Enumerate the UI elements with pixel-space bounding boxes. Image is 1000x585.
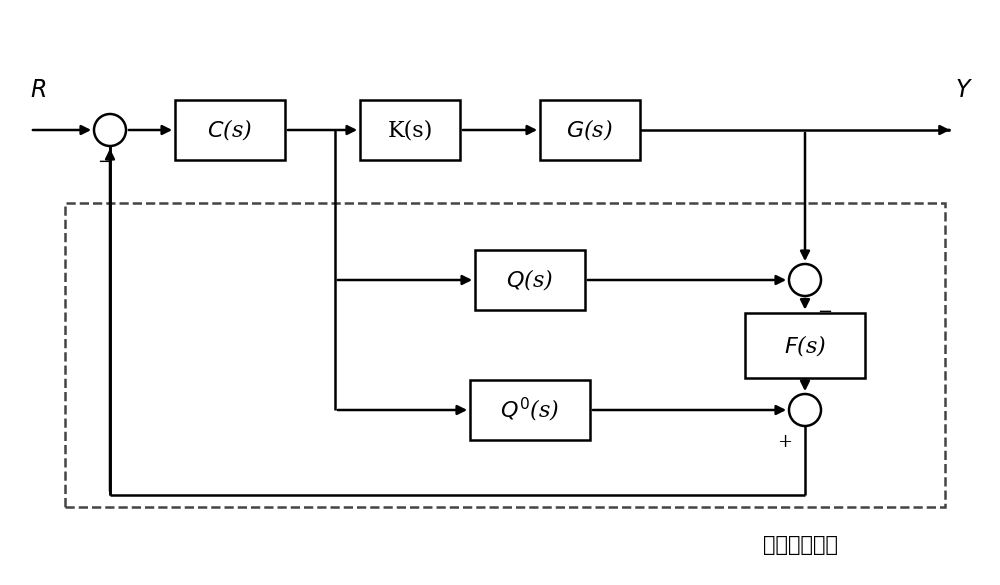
- Text: $G$(s): $G$(s): [566, 118, 614, 143]
- FancyBboxPatch shape: [475, 250, 585, 310]
- Text: $Y$: $Y$: [955, 79, 973, 102]
- Text: $C$(s): $C$(s): [207, 118, 253, 143]
- FancyBboxPatch shape: [745, 312, 865, 377]
- Text: −: −: [817, 303, 833, 321]
- Text: +: +: [778, 433, 792, 451]
- FancyBboxPatch shape: [540, 100, 640, 160]
- FancyBboxPatch shape: [360, 100, 460, 160]
- Text: $Q^0$(s): $Q^0$(s): [500, 396, 560, 424]
- Text: $F$(s): $F$(s): [784, 332, 826, 357]
- Circle shape: [789, 264, 821, 296]
- Text: $R$: $R$: [30, 79, 46, 102]
- Text: $Q$(s): $Q$(s): [506, 267, 554, 292]
- Circle shape: [789, 394, 821, 426]
- Text: 反馈控制模块: 反馈控制模块: [763, 535, 838, 555]
- Text: K(s): K(s): [387, 119, 433, 141]
- Text: −: −: [97, 153, 113, 171]
- FancyBboxPatch shape: [175, 100, 285, 160]
- Circle shape: [94, 114, 126, 146]
- FancyBboxPatch shape: [470, 380, 590, 440]
